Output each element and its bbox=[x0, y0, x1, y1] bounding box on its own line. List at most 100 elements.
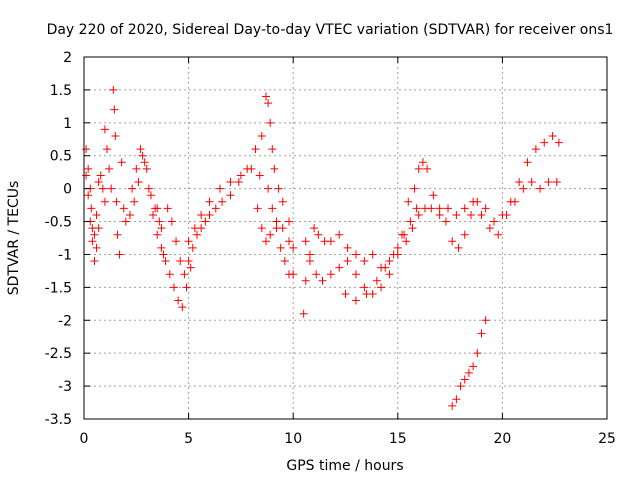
data-point bbox=[460, 375, 469, 384]
data-point bbox=[381, 263, 390, 272]
data-point bbox=[360, 283, 369, 292]
data-point bbox=[515, 178, 524, 187]
data-point bbox=[477, 210, 486, 219]
data-point bbox=[268, 204, 277, 213]
data-point bbox=[100, 125, 109, 134]
data-point bbox=[351, 270, 360, 279]
grid-layer bbox=[84, 57, 607, 419]
y-tick-label: -0.5 bbox=[45, 215, 72, 231]
data-point bbox=[460, 204, 469, 213]
data-point bbox=[360, 257, 369, 266]
data-point bbox=[234, 178, 243, 187]
data-point bbox=[138, 151, 147, 160]
data-point bbox=[312, 270, 321, 279]
y-tick-label: -1 bbox=[58, 247, 72, 263]
y-tick-label: 0.5 bbox=[50, 149, 72, 165]
data-point bbox=[310, 224, 319, 233]
data-series bbox=[184, 164, 298, 279]
y-tick-label: 0 bbox=[63, 182, 72, 198]
y-tick-label: -2.5 bbox=[45, 346, 72, 362]
data-point bbox=[464, 368, 473, 377]
data-point bbox=[289, 243, 298, 252]
data-point bbox=[107, 184, 116, 193]
data-point bbox=[418, 158, 427, 167]
data-point bbox=[318, 276, 327, 285]
data-point bbox=[103, 145, 112, 154]
data-point bbox=[190, 224, 199, 233]
data-point bbox=[163, 204, 172, 213]
data-point bbox=[92, 210, 101, 219]
data-point bbox=[397, 230, 406, 239]
data-point bbox=[523, 158, 532, 167]
data-point bbox=[84, 191, 93, 200]
y-tick-label: -3.5 bbox=[45, 412, 72, 428]
y-tick-label: 2 bbox=[63, 50, 72, 66]
data-point bbox=[174, 296, 183, 305]
data-point bbox=[153, 230, 162, 239]
data-point bbox=[510, 197, 519, 206]
data-point bbox=[351, 296, 360, 305]
data-point bbox=[494, 230, 503, 239]
data-point bbox=[341, 289, 350, 298]
data-point bbox=[460, 230, 469, 239]
data-point bbox=[142, 164, 151, 173]
data-point bbox=[215, 184, 224, 193]
data-point bbox=[218, 197, 227, 206]
data-point bbox=[406, 217, 415, 226]
data-series bbox=[153, 92, 294, 279]
data-point bbox=[540, 138, 549, 147]
data-point bbox=[285, 217, 294, 226]
data-point bbox=[180, 270, 189, 279]
data-point bbox=[262, 237, 271, 246]
data-point bbox=[182, 283, 191, 292]
data-point bbox=[377, 283, 386, 292]
data-point bbox=[121, 217, 130, 226]
data-point bbox=[109, 85, 118, 94]
chart-title: Day 220 of 2020, Sidereal Day-to-day VTE… bbox=[47, 22, 614, 38]
data-point bbox=[448, 237, 457, 246]
data-point bbox=[454, 243, 463, 252]
data-point bbox=[343, 257, 352, 266]
y-tick-label: -1.5 bbox=[45, 280, 72, 296]
data-point bbox=[178, 303, 187, 312]
data-point bbox=[247, 164, 256, 173]
data-point bbox=[314, 230, 323, 239]
data-point bbox=[165, 270, 174, 279]
data-point bbox=[362, 289, 371, 298]
data-point bbox=[197, 210, 206, 219]
x-tick-label: 10 bbox=[284, 431, 302, 447]
data-point bbox=[251, 145, 260, 154]
data-point bbox=[82, 171, 91, 180]
data-point bbox=[167, 217, 176, 226]
data-point bbox=[276, 243, 285, 252]
data-point bbox=[270, 164, 279, 173]
data-point bbox=[548, 131, 557, 140]
data-point bbox=[456, 382, 465, 391]
y-tick-label: -3 bbox=[58, 379, 72, 395]
data-point bbox=[527, 178, 536, 187]
data-series bbox=[448, 316, 490, 410]
data-point bbox=[169, 283, 178, 292]
data-point bbox=[554, 138, 563, 147]
data-point bbox=[444, 204, 453, 213]
data-point bbox=[467, 210, 476, 219]
data-point bbox=[278, 224, 287, 233]
x-tick-label: 5 bbox=[184, 431, 193, 447]
x-tick-label: 20 bbox=[493, 431, 511, 447]
data-point bbox=[144, 184, 153, 193]
data-point bbox=[186, 263, 195, 272]
data-point bbox=[473, 349, 482, 358]
data-point bbox=[253, 204, 262, 213]
data-point bbox=[161, 257, 170, 266]
data-point bbox=[477, 329, 486, 338]
data-points-layer bbox=[82, 85, 563, 410]
data-point bbox=[278, 197, 287, 206]
data-point bbox=[82, 145, 91, 154]
data-point bbox=[266, 230, 275, 239]
data-point bbox=[301, 276, 310, 285]
data-series bbox=[128, 145, 195, 312]
data-point bbox=[285, 237, 294, 246]
data-point bbox=[90, 230, 99, 239]
data-point bbox=[126, 210, 135, 219]
data-point bbox=[408, 224, 417, 233]
